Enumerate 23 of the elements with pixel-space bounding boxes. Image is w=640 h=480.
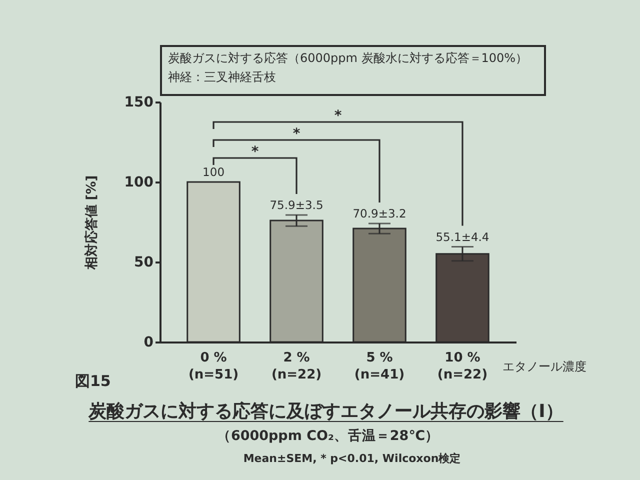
text: 炭酸ガスに対する応答（6000ppm 炭酸水に対する応答＝100%） [168, 51, 528, 66]
data-label: 70.9±3.2 [352, 206, 406, 220]
data-label: 100 [202, 165, 224, 179]
annotation: * [292, 126, 301, 142]
y-axis-title: 相対応答値 [%] [83, 175, 100, 271]
y-tick-label: 100 [124, 174, 154, 190]
y-tick-label: 50 [134, 254, 154, 270]
data-label: 75.9±3.5 [270, 198, 324, 212]
text: 神経：三叉神経舌枝 [168, 70, 276, 84]
x-tick-label: 5 % (n=41) [354, 350, 405, 382]
y-tick-label: 0 [144, 334, 154, 350]
x-tick-label: 0 % (n=51) [188, 350, 239, 382]
x-tick-label: 2 % (n=22) [271, 350, 322, 382]
caption: 図15 [75, 372, 111, 390]
data-label: 55.1±4.4 [436, 230, 490, 244]
annotation: * [251, 144, 260, 160]
annotation: * [334, 108, 342, 124]
text: 炭酸ガスに対する応答に及ぼすエタノール共存の影響（I） [88, 401, 564, 423]
text: （6000ppm CO₂、舌温＝28℃） [216, 428, 440, 444]
x-axis-title: エタノール濃度 [502, 360, 586, 374]
y-tick-label: 150 [124, 94, 154, 110]
x-tick-label: 10 % (n=22) [437, 350, 488, 382]
text: Mean±SEM, * p<0.01, Wilcoxon検定 [243, 452, 461, 466]
